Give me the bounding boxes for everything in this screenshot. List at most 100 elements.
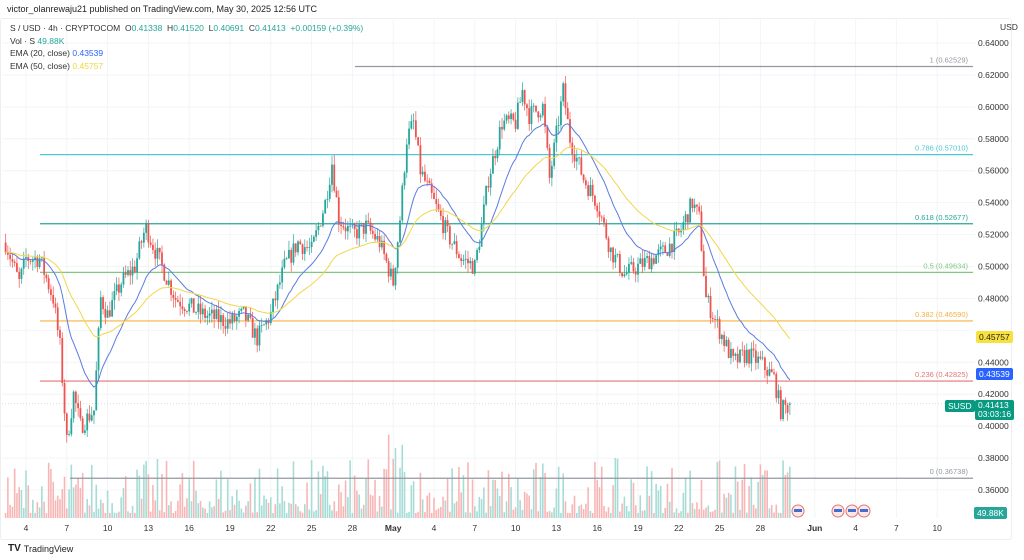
volume-bar [562,473,564,518]
volume-bar [362,504,365,518]
candle [664,241,667,254]
candle-body [414,120,417,138]
candle-body [118,284,120,293]
volume-bar [610,512,612,518]
candle [281,259,284,290]
ema50-row[interactable]: EMA (50, close) 0.45757 [10,60,363,73]
volume-bar [285,512,288,518]
volume-row[interactable]: Vol · S 49.88K [10,35,363,48]
candle-body [358,224,361,239]
candle [276,283,279,310]
candle-body [52,294,55,304]
volume-bar [736,481,739,518]
candle-body [45,274,48,279]
candle-body [54,303,57,308]
candle [748,348,750,368]
candle [20,267,23,284]
volume-bar [256,512,258,518]
volume-bar [494,480,496,518]
symbol-label[interactable]: S / USD · 4h · CRYPTOCOM [10,23,121,33]
candle [349,218,352,234]
volume-bar [211,507,213,518]
candle-body [587,185,590,197]
candle [745,343,748,366]
volume-bar [224,510,227,518]
candle [365,214,367,242]
candle-body [532,105,535,107]
volume-bar [505,501,508,518]
ema20-row[interactable]: EMA (20, close) 0.43539 [10,47,363,60]
candle-body [156,247,159,259]
chart-frame[interactable] [0,18,1012,540]
candle-body [84,430,86,433]
candle [607,236,610,258]
volume-bar [757,481,759,518]
candle-body [13,261,16,264]
candle-body [498,126,501,150]
volume-bar [743,464,746,518]
date-tick: 4 [432,523,437,533]
candle [133,260,136,274]
candle [600,215,603,222]
candle-body [70,418,73,435]
volume-bar [426,495,428,518]
volume-bar [254,477,256,518]
candle [81,415,84,434]
volume-bar [233,504,236,518]
candle-body [453,241,456,244]
volume-bar [508,473,510,518]
candle-body [646,256,648,258]
volume-bar [557,466,560,518]
candle [217,300,220,329]
volume-bar [328,504,331,518]
volume-bar [358,494,360,518]
volume-bar [655,483,657,518]
volume-bar [9,504,11,518]
volume-bar [81,473,84,518]
candle-body [707,295,710,298]
candle [775,371,778,403]
candle-body [580,157,583,175]
candle [224,317,227,337]
volume-bar [678,512,680,518]
candle [4,233,7,255]
volume-bar [653,512,655,518]
volume-bar [104,512,107,518]
volume-bar [759,464,762,518]
candle-body [312,236,315,242]
candle-body [485,185,488,205]
volume-bar [725,497,728,518]
volume-bar [306,482,308,518]
candle-body [254,328,256,338]
candle [86,408,89,437]
volume-bar [396,512,399,518]
candle-body [718,318,721,339]
candle [201,302,204,320]
candle [643,250,646,271]
volume-bar [467,462,469,518]
volume-bar [528,495,530,518]
volume-bar [664,507,666,518]
candle [433,186,435,200]
candle [297,240,299,256]
price-tick: 0.54000 [978,198,1009,208]
volume-bar [222,512,224,518]
volume-bar [768,508,771,518]
volume-bar [551,512,553,518]
candle [614,248,617,269]
candle-body [265,320,268,325]
volume-bar [372,495,374,518]
candle-body [709,295,712,319]
candle-body [18,271,21,279]
ema50-label: EMA (50, close) [10,60,70,71]
candle-body [652,258,655,264]
tradingview-logo[interactable]: TV TradingView [8,543,73,554]
candle-body [263,324,265,326]
candle [322,210,324,228]
candle [421,166,424,177]
candle [632,257,635,275]
candle [263,323,265,326]
candle [29,259,32,265]
candle-body [360,222,363,225]
